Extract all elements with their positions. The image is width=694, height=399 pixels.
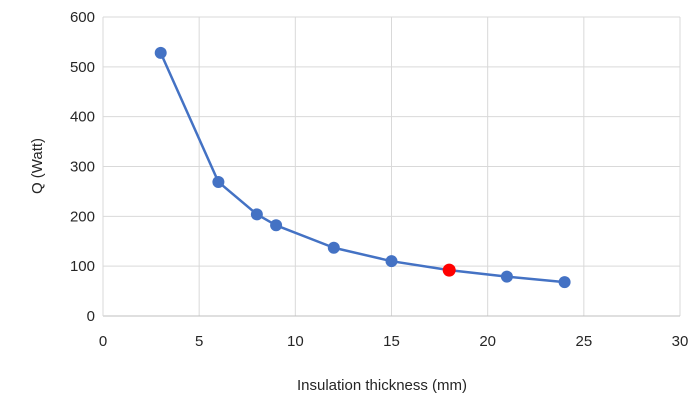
y-tick-label: 300 <box>70 159 95 176</box>
series <box>154 46 571 289</box>
data-point <box>385 255 398 268</box>
y-tick-label: 600 <box>70 9 95 26</box>
y-tick-label: 0 <box>87 308 95 325</box>
y-tick-label: 500 <box>70 59 95 76</box>
y-tick-label: 100 <box>70 258 95 275</box>
data-point <box>558 276 571 289</box>
x-tick-label: 20 <box>479 333 496 350</box>
x-tick-label: 5 <box>195 333 203 350</box>
x-tick-label: 25 <box>575 333 592 350</box>
x-axis-title: Insulation thickness (mm) <box>297 377 467 394</box>
data-point <box>154 46 167 59</box>
axes <box>102 17 680 317</box>
x-tick-label: 30 <box>672 333 689 350</box>
data-point <box>250 208 263 221</box>
x-tick-label: 15 <box>383 333 400 350</box>
tick-labels: 0 100 200 300 400 500 600 0 5 10 15 20 25 30 <box>70 9 688 350</box>
data-point <box>327 241 340 254</box>
y-tick-label: 200 <box>70 208 95 225</box>
data-point <box>212 175 225 188</box>
data-point <box>500 270 513 283</box>
x-tick-label: 10 <box>287 333 304 350</box>
x-tick-label: 0 <box>99 333 107 350</box>
highlighted-data-point <box>442 263 456 277</box>
series-line <box>159 52 565 284</box>
y-axis-title: Q (Watt) <box>29 138 46 194</box>
gridlines <box>103 16 681 316</box>
data-point <box>270 219 283 232</box>
y-tick-label: 400 <box>70 109 95 126</box>
